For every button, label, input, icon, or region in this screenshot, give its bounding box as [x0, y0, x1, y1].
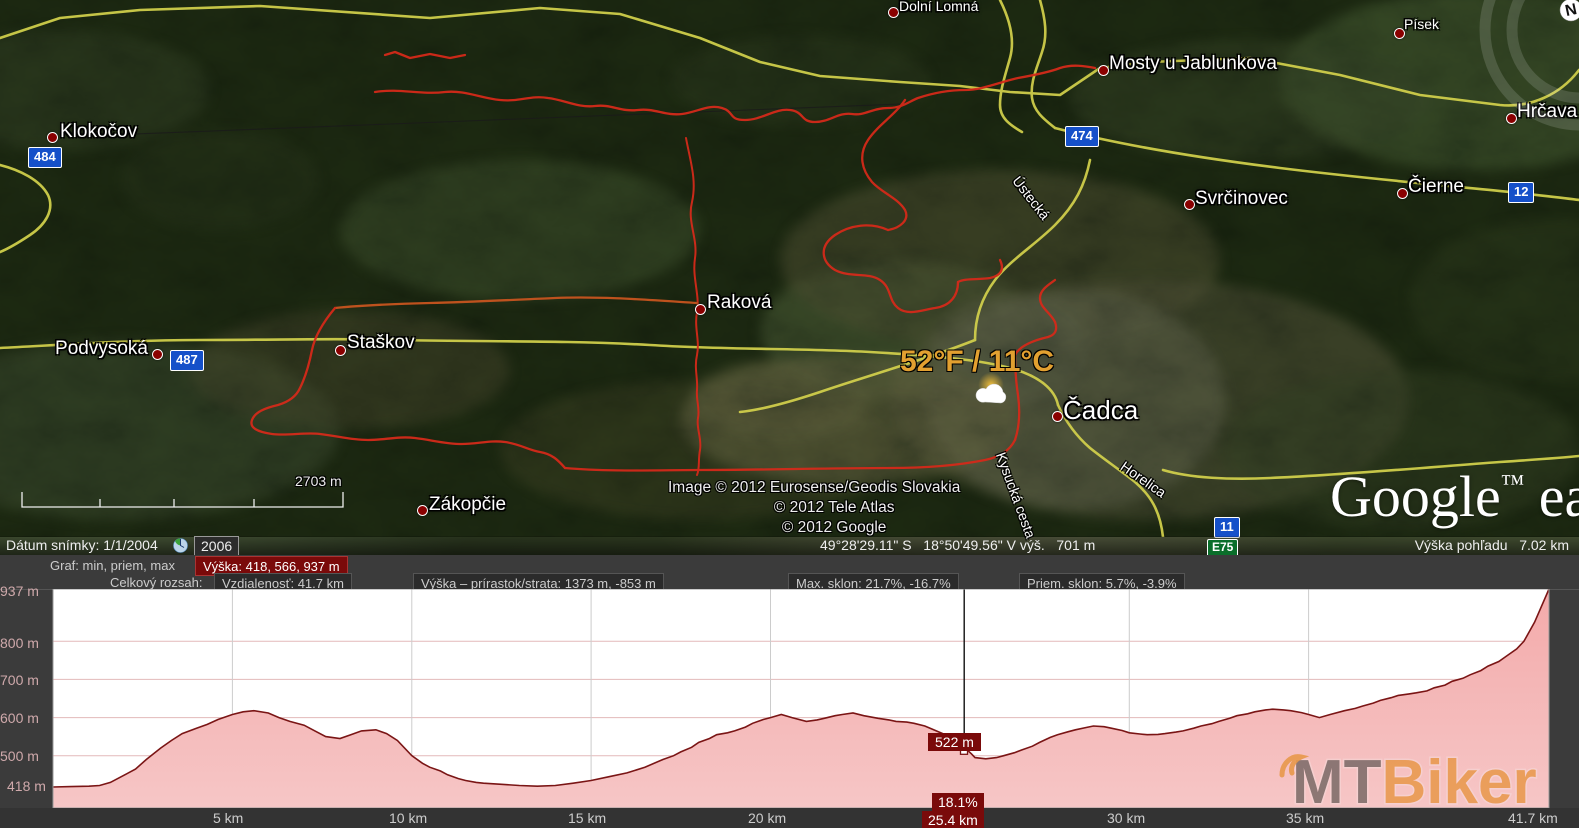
svg-text:MTBiker: MTBiker [1292, 748, 1537, 817]
